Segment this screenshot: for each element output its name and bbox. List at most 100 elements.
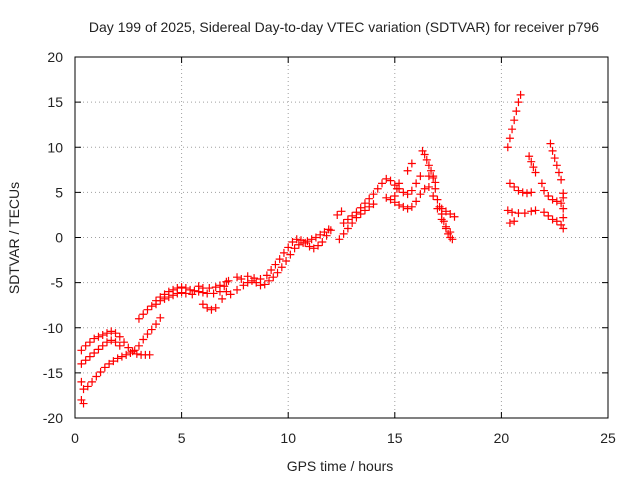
data-point [518, 188, 527, 197]
data-point [126, 349, 135, 358]
data-point [237, 275, 246, 284]
data-point [557, 199, 566, 208]
data-point [540, 208, 549, 217]
data-point [92, 372, 101, 381]
data-point [557, 220, 566, 229]
data-point [296, 236, 305, 245]
data-point [211, 303, 220, 312]
data-point [205, 284, 214, 293]
data-point [503, 143, 512, 152]
x-axis-label: GPS time / hours [287, 458, 394, 474]
data-point [211, 283, 220, 292]
data-point [403, 204, 412, 213]
data-point [339, 229, 348, 238]
data-point [292, 235, 301, 244]
data-point [529, 163, 538, 172]
y-tick-label: 15 [47, 94, 63, 110]
data-point [147, 325, 156, 334]
data-point [134, 314, 143, 323]
data-point [446, 210, 455, 219]
data-point [337, 207, 346, 216]
data-point [326, 226, 335, 235]
y-tick-label: 5 [55, 184, 63, 200]
data-point [322, 231, 331, 240]
data-point [77, 395, 86, 404]
data-point [288, 238, 297, 247]
data-point [190, 286, 199, 295]
data-point [107, 327, 116, 336]
data-point [143, 305, 152, 314]
data-point [77, 359, 86, 368]
axis-ticks [74, 56, 609, 419]
data-point [365, 202, 374, 211]
data-point [107, 336, 116, 345]
data-point [100, 363, 109, 372]
data-point [250, 274, 259, 283]
data-point [441, 224, 450, 233]
data-point [275, 255, 284, 264]
data-point [318, 238, 327, 247]
data-point [115, 332, 124, 341]
data-point [522, 189, 531, 198]
data-point [552, 217, 561, 226]
data-point [446, 233, 455, 242]
data-point [273, 268, 282, 277]
data-point [399, 188, 408, 197]
data-point [407, 159, 416, 168]
x-tick-label: 20 [494, 430, 510, 446]
data-point [559, 213, 568, 222]
data-point [122, 350, 131, 359]
data-point [222, 287, 231, 296]
data-point [130, 346, 139, 355]
y-axis-label: SDTVAR / TECUs [6, 182, 22, 294]
data-point [552, 161, 561, 170]
data-point [433, 195, 442, 204]
data-point [156, 313, 165, 322]
data-point [386, 176, 395, 185]
data-point [424, 172, 433, 181]
data-point [177, 288, 186, 297]
y-tick-label: -10 [43, 320, 63, 336]
data-point [360, 199, 369, 208]
data-point [260, 280, 269, 289]
data-points [77, 90, 568, 408]
data-point [290, 244, 299, 253]
data-point [427, 166, 436, 175]
data-point [503, 206, 512, 215]
data-point [188, 290, 197, 299]
data-point [420, 150, 429, 159]
data-point [120, 338, 129, 347]
tick-labels: 0 5 10 15 20 25 -20 -15 -10 -5 0 5 10 15 20 [43, 49, 616, 446]
data-point [96, 367, 105, 376]
x-tick-label: 0 [71, 430, 79, 446]
data-point [360, 206, 369, 215]
data-point [267, 265, 276, 274]
data-point [395, 179, 404, 188]
data-point [134, 341, 143, 350]
grid [75, 57, 608, 418]
data-point [544, 211, 553, 220]
data-point [505, 134, 514, 143]
data-point [215, 281, 224, 290]
data-point [412, 197, 421, 206]
data-point [510, 217, 519, 226]
data-point [450, 212, 459, 221]
data-point [145, 350, 154, 359]
data-point [105, 359, 114, 368]
data-point [203, 303, 212, 312]
data-point [373, 184, 382, 193]
data-point [386, 195, 395, 204]
data-point [102, 329, 111, 338]
data-point [441, 207, 450, 216]
data-point [81, 341, 90, 350]
data-point [316, 230, 325, 239]
data-point [424, 182, 433, 191]
data-point [233, 273, 242, 282]
data-point [85, 338, 94, 347]
data-point [339, 219, 348, 228]
data-point [301, 238, 310, 247]
data-point [505, 219, 514, 228]
data-point [194, 282, 203, 291]
data-point [390, 181, 399, 190]
